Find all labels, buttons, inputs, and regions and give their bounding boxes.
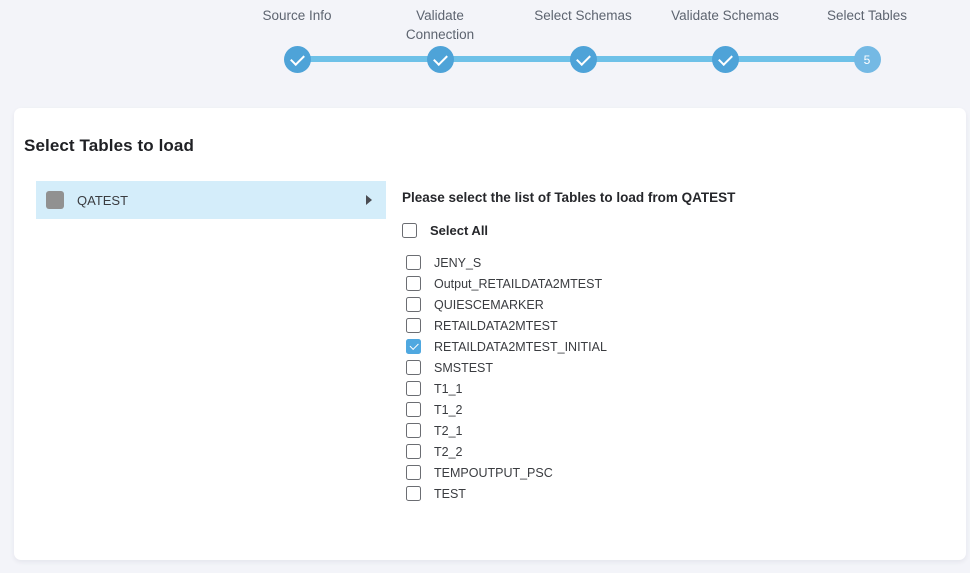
table-checkbox[interactable]	[406, 360, 421, 375]
table-name-label: JENY_S	[434, 255, 482, 270]
table-name-label: T2_1	[434, 423, 463, 438]
stepper-step-label: Validate Schemas	[671, 8, 779, 23]
table-name-label: QUIESCEMARKER	[434, 297, 544, 312]
table-row[interactable]: TEST	[406, 483, 942, 504]
table-checkbox[interactable]	[406, 423, 421, 438]
stepper-step-label: Select Schemas	[534, 8, 632, 23]
main-content-card: Select Tables to load QATEST Please sele…	[14, 108, 966, 560]
stepper-node-number: 5	[863, 52, 871, 67]
stepper-connector-3	[583, 56, 725, 62]
check-icon	[289, 50, 305, 66]
table-name-label: TEST	[434, 486, 466, 501]
check-icon	[717, 50, 733, 66]
table-name-label: RETAILDATA2MTEST	[434, 318, 558, 333]
table-checkbox[interactable]	[406, 486, 421, 501]
stepper-connector-4	[725, 56, 867, 62]
page-title: Select Tables to load	[24, 136, 194, 155]
wizard-stepper: Source Info Validate Connection Select Sch…	[0, 0, 970, 103]
stepper-connector-1	[297, 56, 440, 62]
table-name-label: Output_RETAILDATA2MTEST	[434, 276, 603, 291]
stepper-step-label: Select Tables	[826, 8, 908, 23]
stepper-step-3[interactable]: Select Schemas	[508, 6, 658, 25]
schema-name-label: QATEST	[77, 192, 129, 208]
table-name-label: T2_2	[434, 444, 463, 459]
schema-list: QATEST	[36, 181, 386, 219]
tables-list: JENY_S Output_RETAILDATA2MTEST QUIESCEMARK…	[402, 252, 942, 504]
select-all-row[interactable]: Select All	[402, 223, 942, 238]
stepper-node-5[interactable]: 5	[853, 46, 881, 73]
stepper-step-5[interactable]: Select Tables	[792, 6, 942, 25]
stepper-step-label: Source Info	[262, 8, 332, 23]
select-all-checkbox[interactable]	[402, 223, 417, 238]
stepper-connector-2	[440, 56, 583, 62]
stepper-step-2[interactable]: Validate Connection	[365, 6, 515, 44]
select-all-label: Select All	[430, 223, 489, 238]
folder-square-icon	[46, 191, 64, 209]
table-checkbox[interactable]	[406, 381, 421, 396]
table-row[interactable]: QUIESCEMARKER	[406, 294, 942, 315]
table-row[interactable]: RETAILDATA2MTEST_INITIAL	[406, 336, 942, 357]
table-row[interactable]: Output_RETAILDATA2MTEST	[406, 273, 942, 294]
table-name-label: T1_2	[434, 402, 463, 417]
tables-prompt: Please select the list of Tables to load…	[402, 190, 736, 205]
table-name-label: TEMPOUTPUT_PSC	[434, 465, 553, 480]
stepper-node-1[interactable]	[283, 46, 311, 73]
table-checkbox[interactable]	[406, 444, 421, 459]
table-name-label: SMSTEST	[434, 360, 494, 375]
check-icon	[575, 50, 591, 66]
table-name-label: T1_1	[434, 381, 463, 396]
table-name-label: RETAILDATA2MTEST_INITIAL	[434, 339, 607, 354]
stepper-step-label: Validate Connection	[405, 8, 475, 42]
table-row[interactable]: RETAILDATA2MTEST	[406, 315, 942, 336]
table-row[interactable]: SMSTEST	[406, 357, 942, 378]
table-checkbox[interactable]	[406, 318, 421, 333]
table-row[interactable]: JENY_S	[406, 252, 942, 273]
table-row[interactable]: T2_2	[406, 441, 942, 462]
check-icon	[432, 50, 448, 66]
table-checkbox[interactable]	[406, 402, 421, 417]
schema-row[interactable]: QATEST	[36, 181, 386, 219]
table-checkbox[interactable]	[406, 297, 421, 312]
table-checkbox[interactable]	[406, 255, 421, 270]
stepper-step-1[interactable]: Source Info	[222, 6, 372, 25]
stepper-node-3[interactable]	[569, 46, 597, 73]
stepper-step-4[interactable]: Validate Schemas	[650, 6, 800, 25]
table-checkbox[interactable]	[406, 276, 421, 291]
table-row[interactable]: T2_1	[406, 420, 942, 441]
caret-right-icon[interactable]	[366, 195, 372, 205]
table-row[interactable]: T1_2	[406, 399, 942, 420]
stepper-node-2[interactable]	[426, 46, 454, 73]
wizard-header-band: Source Info Validate Connection Select Sch…	[0, 0, 970, 103]
table-checkbox[interactable]	[406, 339, 421, 354]
tables-panel: Please select the list of Tables to load…	[402, 190, 942, 504]
stepper-node-4[interactable]	[711, 46, 739, 73]
table-checkbox[interactable]	[406, 465, 421, 480]
table-row[interactable]: T1_1	[406, 378, 942, 399]
table-row[interactable]: TEMPOUTPUT_PSC	[406, 462, 942, 483]
